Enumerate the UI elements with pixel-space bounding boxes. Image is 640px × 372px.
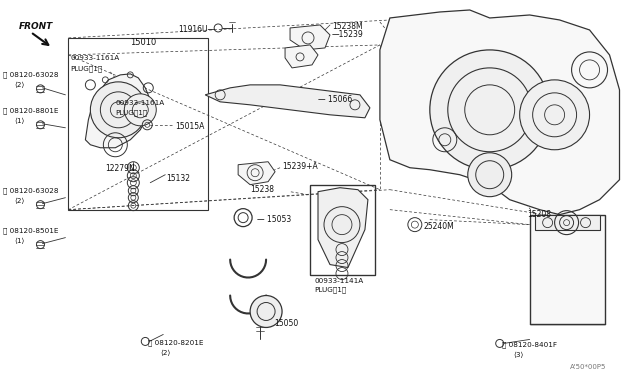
Text: ⟨1⟩: ⟨1⟩ xyxy=(15,238,25,244)
Text: Ⓑ 08120-63028: Ⓑ 08120-63028 xyxy=(3,188,58,194)
Polygon shape xyxy=(318,188,368,267)
Text: ⟨2⟩: ⟨2⟩ xyxy=(15,82,25,88)
Circle shape xyxy=(468,153,512,197)
Text: ⟨1⟩: ⟨1⟩ xyxy=(15,118,25,124)
Text: ⟨2⟩: ⟨2⟩ xyxy=(160,349,171,356)
Bar xyxy=(310,185,375,275)
Bar xyxy=(534,215,600,230)
Text: —15239: —15239 xyxy=(332,30,364,39)
Text: 15238: 15238 xyxy=(250,185,274,194)
Text: A'50*00P5: A'50*00P5 xyxy=(570,365,606,371)
Text: 15239+A: 15239+A xyxy=(282,162,318,171)
Text: 15132: 15132 xyxy=(166,174,190,183)
Text: Ⓑ 08120-8401F: Ⓑ 08120-8401F xyxy=(502,341,557,348)
Text: ⟨3⟩: ⟨3⟩ xyxy=(514,352,524,357)
Polygon shape xyxy=(285,45,318,68)
Bar xyxy=(530,215,605,324)
Bar xyxy=(310,185,375,275)
Circle shape xyxy=(250,295,282,327)
Polygon shape xyxy=(205,85,370,118)
Text: PLUGと1ど: PLUGと1ど xyxy=(115,110,148,116)
Text: 25240M: 25240M xyxy=(424,222,454,231)
Circle shape xyxy=(124,94,156,126)
Text: Ⓑ 08120-8201E: Ⓑ 08120-8201E xyxy=(148,339,204,346)
Text: 15208: 15208 xyxy=(527,210,552,219)
Text: 15050: 15050 xyxy=(274,320,298,328)
Polygon shape xyxy=(85,74,150,148)
Circle shape xyxy=(324,207,360,243)
Text: PLUGと1ど: PLUGと1ど xyxy=(314,286,346,293)
Text: 00933-1161A: 00933-1161A xyxy=(115,100,164,106)
Text: 00933-1141A: 00933-1141A xyxy=(314,278,364,283)
Text: ⟨2⟩: ⟨2⟩ xyxy=(15,198,25,204)
Polygon shape xyxy=(380,10,620,215)
Text: PLUGと1ど: PLUGと1ど xyxy=(70,65,102,71)
Text: — 15053: — 15053 xyxy=(257,215,291,224)
Text: Ⓑ 08120-8801E: Ⓑ 08120-8801E xyxy=(3,108,58,115)
Bar xyxy=(68,38,208,210)
Text: 15238M: 15238M xyxy=(332,22,363,31)
Text: Ⓑ 08120-8501E: Ⓑ 08120-8501E xyxy=(3,228,58,234)
Circle shape xyxy=(430,50,550,170)
Text: — 15066: — 15066 xyxy=(318,95,352,104)
Circle shape xyxy=(90,82,147,138)
Text: 11916U—: 11916U— xyxy=(178,25,215,34)
Text: Ⓑ 08120-63028: Ⓑ 08120-63028 xyxy=(3,72,58,78)
Text: FRONT: FRONT xyxy=(19,22,52,31)
Polygon shape xyxy=(290,25,330,50)
Text: 00933-1161A: 00933-1161A xyxy=(70,55,120,61)
Text: 12279N: 12279N xyxy=(106,164,135,173)
Polygon shape xyxy=(238,162,275,185)
Text: 15010: 15010 xyxy=(131,38,157,47)
Circle shape xyxy=(520,80,589,150)
Text: 15015A: 15015A xyxy=(175,122,205,131)
